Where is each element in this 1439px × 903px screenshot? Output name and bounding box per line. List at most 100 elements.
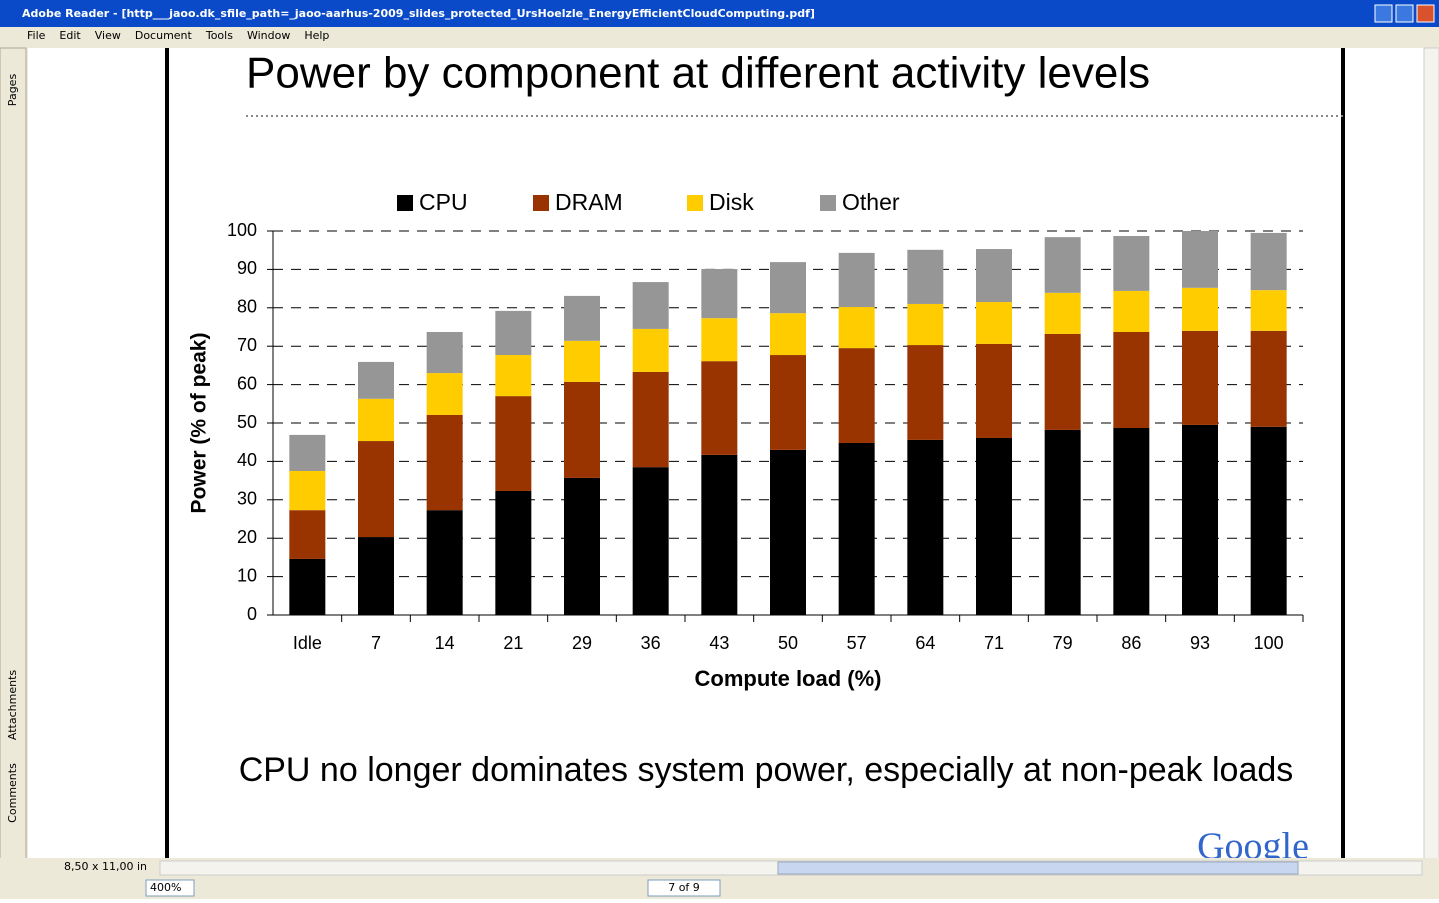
bar-segment xyxy=(632,371,669,468)
bar-segment xyxy=(1113,427,1150,615)
bar-segment xyxy=(1044,292,1081,334)
title-bar xyxy=(0,0,1439,27)
bar-segment xyxy=(564,295,600,341)
x-tick-label: Idle xyxy=(293,633,322,653)
zoom-box[interactable] xyxy=(145,879,195,897)
bar-segment xyxy=(1182,330,1218,425)
vertical-scrollbar[interactable] xyxy=(1423,47,1439,861)
bar-segment xyxy=(770,313,806,356)
side-tab[interactable]: Attachments xyxy=(6,670,19,740)
window-title: Adobe Reader - [http___jaoo.dk_sfile_pat… xyxy=(22,7,815,20)
bar-segment xyxy=(1113,331,1150,428)
bar-segment xyxy=(701,361,738,455)
x-tick-label: 86 xyxy=(1121,633,1141,653)
bar-segment xyxy=(701,454,738,615)
bar-segment xyxy=(426,414,463,511)
x-tick-label: 36 xyxy=(641,633,661,653)
x-axis-label: Compute load (%) xyxy=(695,666,882,691)
bar-segment xyxy=(1044,429,1081,615)
y-tick-label: 20 xyxy=(237,527,257,547)
bar-segment xyxy=(289,434,326,471)
y-tick-label: 70 xyxy=(237,335,257,355)
x-tick-label: 100 xyxy=(1254,633,1284,653)
menu-item[interactable]: Help xyxy=(304,29,329,42)
legend-swatch xyxy=(820,195,836,211)
bar-segment xyxy=(838,348,875,443)
bar-segment xyxy=(495,355,532,397)
x-tick-label: 21 xyxy=(503,633,523,653)
page-border xyxy=(165,48,169,860)
bar-segment xyxy=(564,381,600,478)
bar-segment xyxy=(1182,424,1218,615)
y-tick-label: 90 xyxy=(237,258,257,278)
menu-item[interactable]: View xyxy=(95,29,121,42)
side-tab[interactable]: Pages xyxy=(6,74,19,107)
menu-item[interactable]: Edit xyxy=(59,29,81,42)
menu: File Edit View Document Tools Window Help xyxy=(27,29,329,42)
bar-segment xyxy=(358,398,394,442)
slide-caption: CPU no longer dominates system power, es… xyxy=(239,751,1294,789)
side-tabs: Pages Attachments Comments xyxy=(6,74,19,823)
x-tick-label: 57 xyxy=(847,633,867,653)
bar-segment xyxy=(1250,290,1287,331)
bar-segment xyxy=(632,282,669,329)
legend-label: CPU xyxy=(419,189,468,215)
bar-segment xyxy=(976,437,1012,615)
bar-segment xyxy=(701,269,738,319)
x-tick-label: 93 xyxy=(1190,633,1210,653)
bar-segment xyxy=(358,361,394,399)
y-tick-label: 80 xyxy=(237,297,257,317)
legend-label: Disk xyxy=(709,189,754,215)
x-tick-label: 50 xyxy=(778,633,798,653)
bar-segment xyxy=(426,331,463,374)
menu-item[interactable]: Tools xyxy=(205,29,233,42)
bar-segment xyxy=(289,510,326,559)
page-box[interactable] xyxy=(647,879,721,897)
y-tick-label: 100 xyxy=(227,220,257,240)
bar-segment xyxy=(907,303,944,346)
bar-segment xyxy=(289,558,326,615)
bar-segment xyxy=(1044,237,1081,293)
bar-segment xyxy=(632,328,669,372)
maximize-button[interactable] xyxy=(1395,4,1414,23)
bar-segment xyxy=(1113,235,1150,291)
legend-swatch xyxy=(687,195,703,211)
bar-segment xyxy=(838,252,875,308)
x-tick-label: 71 xyxy=(984,633,1004,653)
y-tick-label: 30 xyxy=(237,489,257,509)
legend-label: Other xyxy=(842,189,900,215)
minimize-button[interactable] xyxy=(1374,4,1393,23)
bar-segment xyxy=(495,396,532,491)
x-tick-label: 29 xyxy=(572,633,592,653)
x-tick-label: 79 xyxy=(1053,633,1073,653)
menu-bar xyxy=(0,27,1439,47)
bar-segment xyxy=(1044,333,1081,430)
y-tick-label: 60 xyxy=(237,373,257,393)
menu-item[interactable]: File xyxy=(27,29,46,42)
close-button[interactable] xyxy=(1416,4,1435,23)
side-tab[interactable]: Comments xyxy=(6,763,19,823)
bar-segment xyxy=(907,439,944,615)
menu-item[interactable]: Window xyxy=(247,29,290,42)
bar-segment xyxy=(770,449,806,615)
bar-segment xyxy=(1250,330,1287,427)
scroll-thumb[interactable] xyxy=(777,861,1299,875)
bar-segment xyxy=(770,355,806,450)
bar-segment xyxy=(1250,232,1287,291)
bar-segment xyxy=(907,345,944,440)
zoom: 400% xyxy=(150,881,181,894)
bar-segment xyxy=(1113,290,1150,332)
bar-segment xyxy=(564,477,600,615)
x-tick-label: 43 xyxy=(709,633,729,653)
y-tick-label: 10 xyxy=(237,565,257,585)
x-tick-label: 14 xyxy=(435,633,455,653)
bar-segment xyxy=(1182,287,1218,331)
bar-segment xyxy=(770,262,806,314)
page-number: 7 of 9 xyxy=(668,881,700,894)
menu-item[interactable]: Document xyxy=(135,29,193,42)
legend-swatch xyxy=(533,195,549,211)
bar-segment xyxy=(976,343,1012,438)
bar-segment xyxy=(1182,231,1218,288)
bar-segment xyxy=(976,249,1012,303)
